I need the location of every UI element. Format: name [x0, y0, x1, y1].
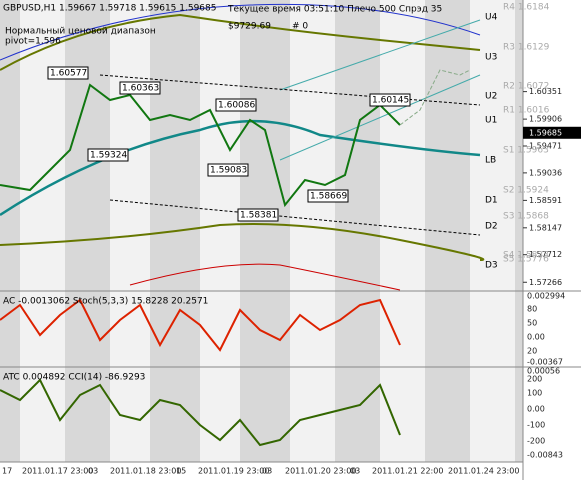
price-tick-label: 1.59036 [529, 168, 562, 177]
ac-tick-label: 0.002994 [527, 292, 565, 301]
pivot-label: R3 1.6129 [503, 43, 550, 53]
balance: $9729.69 [228, 22, 271, 32]
time-label: 2011.01.20 23:00 [285, 467, 356, 476]
ac-tick-label: 0.00 [527, 333, 545, 342]
pivot-label: S4 1.5833 [503, 251, 549, 261]
cci-tick-label: -200 [527, 437, 545, 446]
cci-tick-label: 0.00056 [527, 367, 560, 376]
pivot-label: R1 1.6016 [503, 106, 550, 116]
price-tag: 1.58669 [310, 192, 347, 202]
time-label: 2011.01.17 23:00 [22, 467, 93, 476]
level-label: U2 [485, 92, 497, 102]
ac-tick-label: 20 [527, 347, 537, 356]
status: Текущее время 03:51:10 Плечо 500 Спрэд 3… [227, 5, 442, 15]
price-overlays [0, 3, 485, 291]
price-tick-label: 1.58591 [529, 196, 562, 205]
price-tick-label: 1.59906 [529, 115, 562, 124]
ac-title: AC -0.0013062 Stoch(5,3,3) 15.8228 20.25… [3, 297, 208, 307]
indicator-lines [0, 298, 401, 447]
time-label: 17 [2, 467, 12, 476]
price-tick-label: 1.59471 [529, 142, 562, 151]
cci-tick-label: 0.00 [527, 405, 545, 414]
pivot: pivot=1.596 [5, 37, 61, 47]
price-tag: 1.60145 [372, 96, 409, 106]
cci-tick-label: 100 [527, 389, 542, 398]
price-tick-label: 1.58147 [529, 223, 562, 232]
level-label: D1 [485, 196, 498, 206]
cci-title: ATC 0.004892 CCI(14) -86.9293 [3, 373, 145, 383]
price-tag-box [207, 163, 249, 177]
level-label: LB [485, 156, 496, 166]
pivot-label: R2 1.6072 [503, 82, 549, 92]
price-tag-box [237, 208, 279, 222]
level-label: D3 [485, 261, 498, 271]
price-tag: 1.59324 [90, 151, 127, 161]
price-tag-box [119, 81, 161, 95]
price-tag-box [307, 189, 349, 203]
price-tick-label: 1.57266 [529, 278, 562, 287]
level-label: D2 [485, 222, 498, 232]
price-tag-box [47, 66, 89, 80]
time-label: 2011.01.21 22:00 [372, 467, 443, 476]
time-label: 03 [350, 467, 360, 476]
range-title: Нормальный ценовой диапазон [5, 27, 156, 37]
pivot-label: S3 1.5868 [503, 212, 549, 222]
time-label: 03 [88, 467, 98, 476]
ac-tick-label: 50 [527, 319, 537, 328]
time-label: 2011.01.24 23:00 [448, 467, 519, 476]
ac-tick-label: 80 [527, 305, 537, 314]
pivot-label: S1 1.5963 [503, 146, 549, 156]
level-label: U1 [485, 116, 497, 126]
symbol: GBPUSD,H1 1.59667 1.59718 1.59615 1.5968… [3, 4, 216, 14]
pivot-label: R4 1.6184 [503, 3, 550, 13]
cci-tick-label: 200 [527, 375, 542, 384]
time-label: 2011.01.18 23:00 [110, 467, 181, 476]
price-tag: 1.58381 [240, 211, 277, 221]
time-label: 03 [262, 467, 272, 476]
time-label: 2011.01.19 23:00 [198, 467, 269, 476]
level-label: U3 [485, 53, 497, 63]
price-tag: 1.59083 [210, 166, 247, 176]
cci-tick-label: -100 [527, 421, 545, 430]
pivot-label: S5 1.5776 [503, 255, 549, 265]
current-price: 1.59685 [529, 128, 562, 137]
price-tag-box [369, 93, 411, 107]
price-tag: 1.60363 [122, 84, 159, 94]
orders: # 0 [292, 22, 308, 32]
level-label: U4 [485, 13, 498, 23]
time-label: 15 [176, 467, 186, 476]
price-tick-label: 1.60351 [529, 87, 562, 96]
current-price-box [523, 126, 581, 139]
cci-tick-label: -0.00843 [527, 451, 563, 460]
ac-tick-label: -0.00367 [527, 358, 563, 367]
price-tick-label: 1.57712 [529, 250, 562, 259]
price-tag-box [215, 98, 257, 112]
pivot-label: S2 1.5924 [503, 186, 549, 196]
price-tag: 1.60577 [50, 69, 87, 79]
price-tag: 1.60086 [218, 101, 255, 111]
price-tag-box [87, 148, 129, 162]
